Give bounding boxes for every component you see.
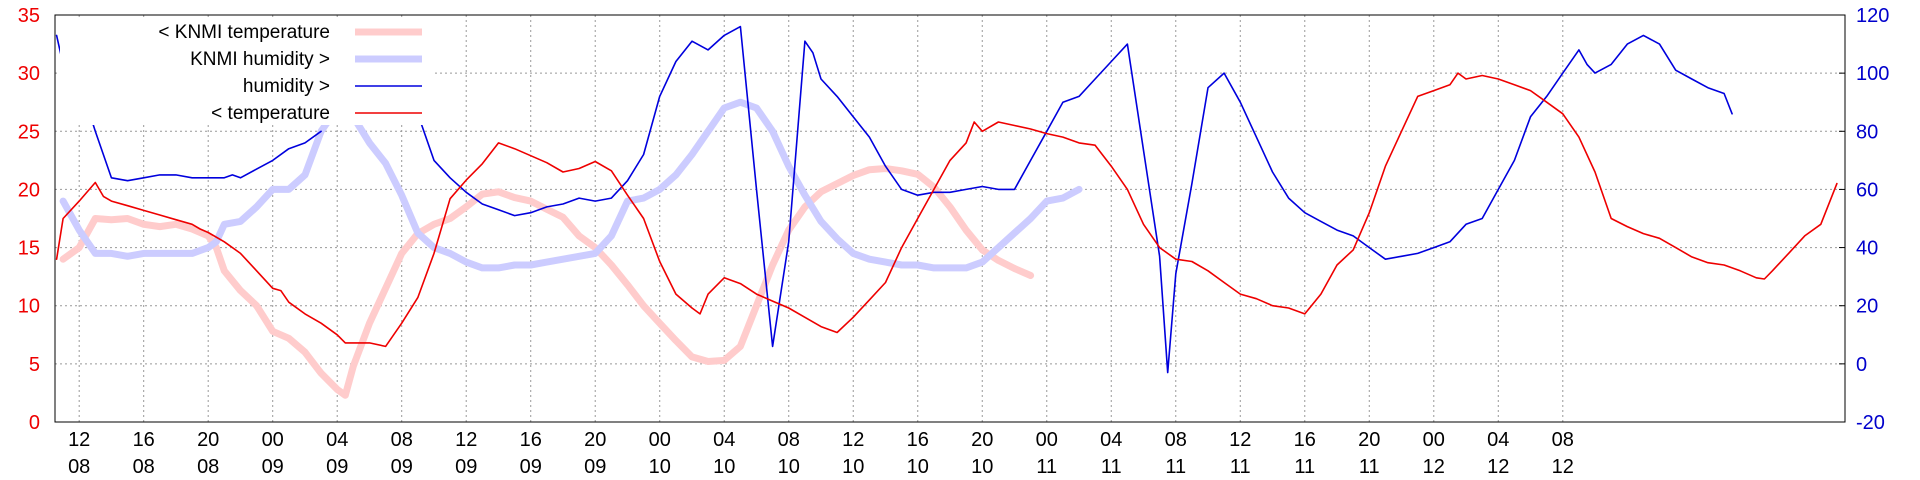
x-tick-day: 10 xyxy=(842,456,864,478)
x-tick-hour: 08 xyxy=(1552,429,1574,451)
x-tick-hour: 16 xyxy=(520,429,542,451)
right-tick-label: 0 xyxy=(1856,354,1867,376)
right-tick-label: 20 xyxy=(1856,296,1878,318)
left-tick-label: 25 xyxy=(18,121,40,143)
x-tick-day: 12 xyxy=(1487,456,1509,478)
x-tick-hour: 12 xyxy=(842,429,864,451)
x-tick-hour: 12 xyxy=(1229,429,1251,451)
x-tick-hour: 20 xyxy=(197,429,219,451)
x-tick-day: 11 xyxy=(1359,456,1380,478)
x-tick-day: 12 xyxy=(1423,456,1445,478)
series-line xyxy=(55,72,1838,348)
x-tick-day: 12 xyxy=(1552,456,1574,478)
series-3 xyxy=(55,72,1838,348)
x-tick-hour: 16 xyxy=(133,429,155,451)
right-tick-label: 40 xyxy=(1856,238,1878,260)
x-tick-hour: 00 xyxy=(1423,429,1445,451)
x-tick-day: 10 xyxy=(713,456,735,478)
x-tick-hour: 08 xyxy=(391,429,413,451)
x-tick-day: 10 xyxy=(907,456,929,478)
right-tick-label: 120 xyxy=(1856,5,1889,27)
left-tick-label: 10 xyxy=(18,296,40,318)
left-tick-label: 30 xyxy=(18,63,40,85)
right-tick-label: -20 xyxy=(1856,412,1885,434)
left-tick-label: 20 xyxy=(18,179,40,201)
legend-label: humidity > xyxy=(243,76,330,97)
x-tick-day: 11 xyxy=(1294,456,1315,478)
legend-label: < temperature xyxy=(211,103,330,124)
x-tick-hour: 00 xyxy=(649,429,671,451)
right-tick-label: 100 xyxy=(1856,63,1889,85)
x-tick-hour: 16 xyxy=(1294,429,1316,451)
legend: < KNMI temperature KNMI humidity > humidit… xyxy=(60,17,432,125)
x-tick-day: 10 xyxy=(649,456,671,478)
series-line xyxy=(376,25,1733,374)
series-line xyxy=(88,110,322,182)
x-tick-day: 09 xyxy=(326,456,348,478)
left-tick-label: 15 xyxy=(18,238,40,260)
x-tick-day: 10 xyxy=(778,456,800,478)
legend-label: < KNMI temperature xyxy=(158,22,330,43)
x-tick-day: 11 xyxy=(1165,456,1186,478)
x-tick-day: 10 xyxy=(971,456,993,478)
x-tick-hour: 20 xyxy=(1358,429,1380,451)
series-line xyxy=(59,165,1035,399)
left-tick-label: 5 xyxy=(29,354,40,376)
x-axis-ticks: 12 08 16 08 20 08 00 09 04 09 08 09 12 09 16 09 20 09 00 10… xyxy=(68,429,1574,478)
legend-label: KNMI humidity > xyxy=(190,49,330,70)
series-layer xyxy=(55,25,1838,399)
x-tick-hour: 08 xyxy=(1165,429,1187,451)
x-tick-day: 11 xyxy=(1230,456,1251,478)
series-1 xyxy=(59,98,1083,272)
x-tick-day: 09 xyxy=(262,456,284,478)
x-tick-hour: 08 xyxy=(778,429,800,451)
x-tick-hour: 00 xyxy=(1036,429,1058,451)
left-tick-label: 35 xyxy=(18,5,40,27)
x-tick-day: 09 xyxy=(455,456,477,478)
x-tick-hour: 20 xyxy=(971,429,993,451)
x-tick-day: 11 xyxy=(1101,456,1122,478)
x-tick-day: 09 xyxy=(584,456,606,478)
x-tick-hour: 20 xyxy=(584,429,606,451)
series-0 xyxy=(59,165,1035,399)
x-tick-hour: 04 xyxy=(713,429,735,451)
x-tick-day: 08 xyxy=(133,456,155,478)
x-tick-day: 08 xyxy=(197,456,219,478)
series-line xyxy=(59,98,1083,272)
right-axis-ticks: -20 0 20 40 60 80 100 120 xyxy=(1839,5,1889,434)
x-tick-hour: 12 xyxy=(68,429,90,451)
x-tick-day: 11 xyxy=(1036,456,1057,478)
x-tick-day: 08 xyxy=(68,456,90,478)
plot-frame xyxy=(54,14,1846,423)
x-tick-hour: 12 xyxy=(455,429,477,451)
x-tick-hour: 16 xyxy=(907,429,929,451)
right-tick-label: 80 xyxy=(1856,121,1878,143)
x-tick-hour: 00 xyxy=(262,429,284,451)
right-tick-label: 60 xyxy=(1856,179,1878,201)
left-tick-label: 0 xyxy=(29,412,40,434)
x-tick-hour: 04 xyxy=(326,429,348,451)
left-axis-ticks: 0 5 10 15 20 25 30 35 xyxy=(18,5,40,434)
x-tick-hour: 04 xyxy=(1100,429,1122,451)
x-tick-day: 09 xyxy=(391,456,413,478)
x-tick-day: 09 xyxy=(520,456,542,478)
x-tick-hour: 04 xyxy=(1487,429,1509,451)
